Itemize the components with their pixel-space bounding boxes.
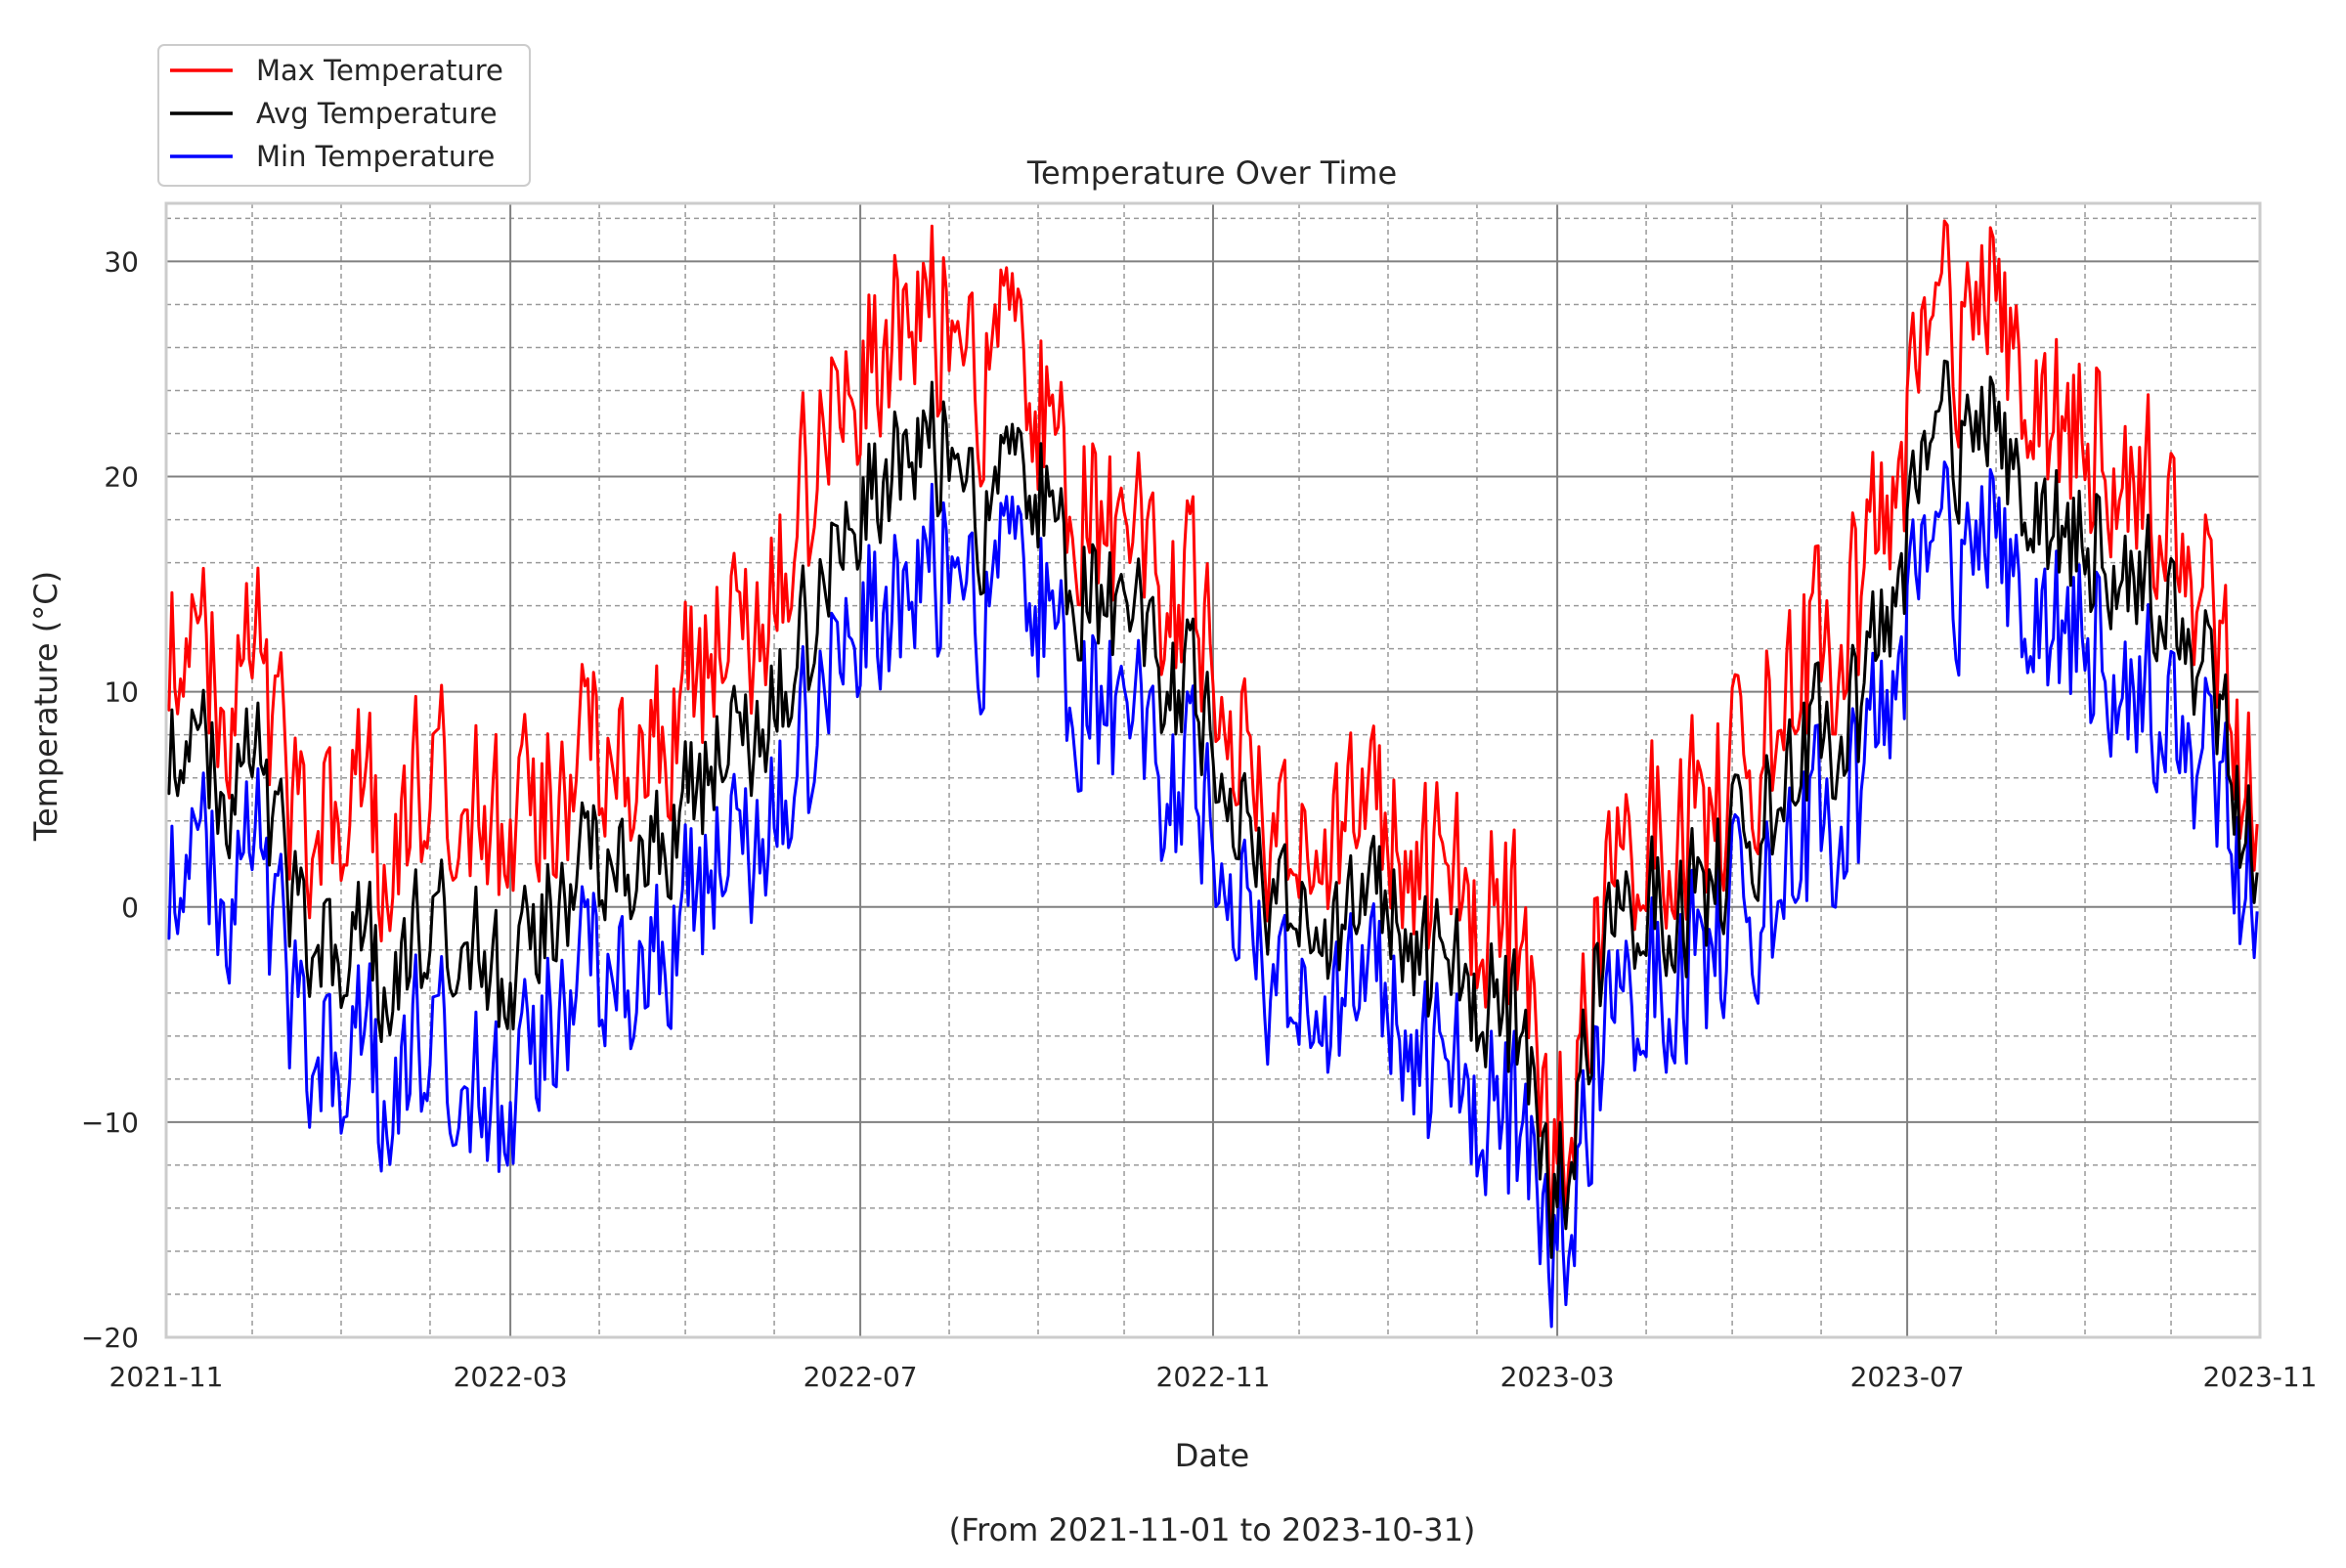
x-tick-label: 2022-07 [804,1361,918,1393]
legend: Max Temperature Avg Temperature Min Temper… [157,44,531,187]
x-tick-label: 2023-11 [2203,1361,2318,1393]
x-tick-label: 2023-03 [1500,1361,1615,1393]
y-tick-label: 20 [104,461,139,494]
series-line-max-temperature [164,219,2259,1241]
x-tick-label: 2023-07 [1850,1361,1965,1393]
series-line-avg-temperature [164,359,2259,1259]
series-line-min-temperature [165,460,2259,1328]
legend-label-max-temperature: Max Temperature [256,54,503,87]
y-tick-label: −10 [81,1107,139,1139]
y-tick-label: 0 [121,892,139,924]
chart-title: Temperature Over Time [1026,154,1397,192]
x-axis-date-range-note: (From 2021-11-01 to 2023-10-31) [949,1511,1476,1548]
legend-label-avg-temperature: Avg Temperature [256,97,498,130]
legend-label-min-temperature: Min Temperature [256,140,495,173]
x-tick-label: 2022-11 [1156,1361,1271,1393]
x-axis-ticks: 2021-11 2022-03 2022-07 2022-11 2023-03 2023-… [109,1361,2318,1393]
legend-box [157,44,531,187]
x-tick-label: 2022-03 [454,1361,568,1393]
y-tick-label: 30 [104,245,139,278]
x-tick-label: 2021-11 [109,1361,224,1393]
y-axis-ticks: −20 −10 0 10 20 30 [81,245,139,1354]
y-axis-title: Temperature (°C) [27,571,65,842]
series-lines [164,219,2259,1328]
y-tick-label: 10 [104,676,139,709]
plot-frame [164,201,2262,1339]
y-tick-label: −20 [81,1322,139,1354]
x-axis-title: Date [1175,1437,1249,1474]
